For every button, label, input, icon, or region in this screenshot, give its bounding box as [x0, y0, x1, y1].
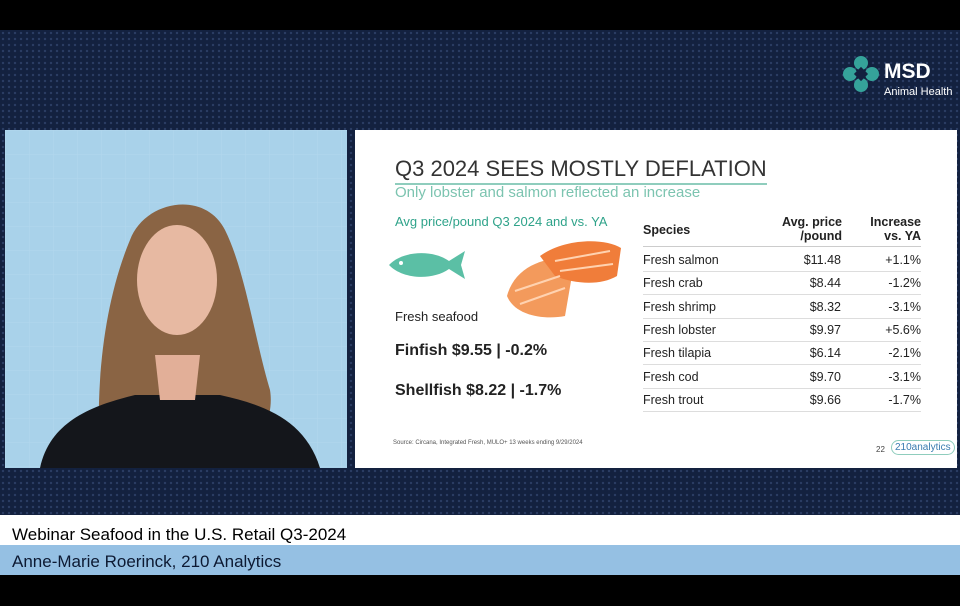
table-row: Fresh trout $9.66 -1.7%	[643, 388, 921, 412]
table-row: Fresh salmon $11.48 +1.1%	[643, 248, 921, 272]
species-cell: Fresh crab	[643, 276, 703, 291]
price-cell: $11.48	[803, 253, 841, 267]
table-row: Fresh crab $8.44 -1.2%	[643, 271, 921, 296]
species-cell: Fresh salmon	[643, 253, 719, 267]
price-cell: $9.66	[809, 392, 841, 407]
msd-logo-mark	[843, 56, 879, 92]
table-header: Species	[643, 223, 691, 237]
source-note: Source: Circana, Integrated Fresh, MULO+…	[393, 440, 583, 446]
price-cell: $9.97	[809, 322, 841, 337]
page-number: 22	[876, 445, 885, 454]
species-cell: Fresh lobster	[643, 322, 716, 337]
price-cell: $8.44	[809, 276, 841, 291]
table-row: Fresh shrimp $8.32 -3.1%	[643, 295, 921, 319]
webinar-title: Webinar Seafood in the U.S. Retail Q3-20…	[12, 525, 347, 544]
salmon-image	[507, 241, 621, 318]
logo-subtitle: Animal Health	[884, 86, 953, 98]
logo-brand: MSD	[884, 60, 931, 83]
species-cell: Fresh tilapia	[643, 346, 712, 361]
change-cell: -2.1%	[888, 346, 921, 361]
species-cell: Fresh cod	[643, 369, 699, 384]
change-cell: -1.7%	[888, 392, 921, 407]
table-row: Fresh cod $9.70 -3.1%	[643, 365, 921, 389]
lower-third-title-bar: Webinar Seafood in the U.S. Retail Q3-20…	[0, 515, 960, 545]
table-header: Avg. price /pound	[782, 215, 842, 243]
slide-subtitle: Only lobster and salmon reflected an inc…	[395, 184, 701, 201]
presentation-slide: Q3 2024 SEES MOSTLY DEFLATION Only lobst…	[355, 130, 957, 468]
company-logo: 210analytics	[891, 440, 955, 455]
price-cell: $8.32	[809, 299, 841, 314]
left-heading: Avg price/pound Q3 2024 and vs. YA	[395, 214, 608, 229]
change-cell: +5.6%	[885, 322, 921, 337]
lower-third-speaker-bar: Anne-Marie Roerinck, 210 Analytics	[0, 545, 960, 575]
change-cell: -1.2%	[888, 276, 921, 291]
slide-title: Q3 2024 SEES MOSTLY DEFLATION	[395, 156, 767, 185]
price-cell: $9.70	[809, 369, 841, 384]
fish-icon	[389, 251, 465, 279]
table-row: Fresh lobster $9.97 +5.6%	[643, 318, 921, 342]
species-cell: Fresh trout	[643, 392, 704, 407]
species-cell: Fresh shrimp	[643, 299, 716, 314]
shellfish-summary: Shellfish $8.22 | -1.7%	[395, 382, 562, 399]
finfish-summary: Finfish $9.55 | -0.2%	[395, 342, 548, 359]
table-row: Fresh tilapia $6.14 -2.1%	[643, 341, 921, 366]
change-cell: -3.1%	[888, 369, 921, 384]
category-label: Fresh seafood	[395, 309, 479, 324]
change-cell: -3.1%	[888, 299, 921, 314]
change-cell: +1.1%	[885, 253, 921, 267]
price-cell: $6.14	[809, 346, 841, 361]
speaker-name: Anne-Marie Roerinck, 210 Analytics	[12, 552, 282, 571]
table-header: Increase vs. YA	[870, 215, 921, 243]
header-rule	[643, 246, 921, 247]
webcam-video	[5, 130, 347, 468]
